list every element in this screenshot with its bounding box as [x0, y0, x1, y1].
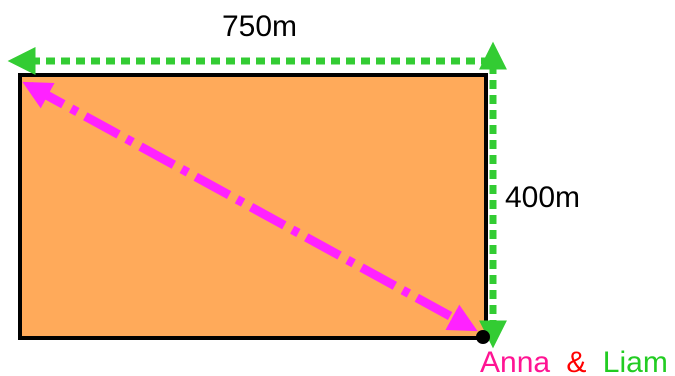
height-label: 400m — [505, 181, 580, 214]
anna-name: Anna — [480, 346, 550, 376]
ampersand: & — [566, 346, 586, 376]
people-label: Anna & Liam — [480, 346, 668, 376]
start-point-dot — [476, 330, 490, 344]
liam-name: Liam — [603, 346, 668, 376]
width-label: 750m — [222, 10, 297, 43]
diagonal-path-arrow — [22, 81, 478, 332]
